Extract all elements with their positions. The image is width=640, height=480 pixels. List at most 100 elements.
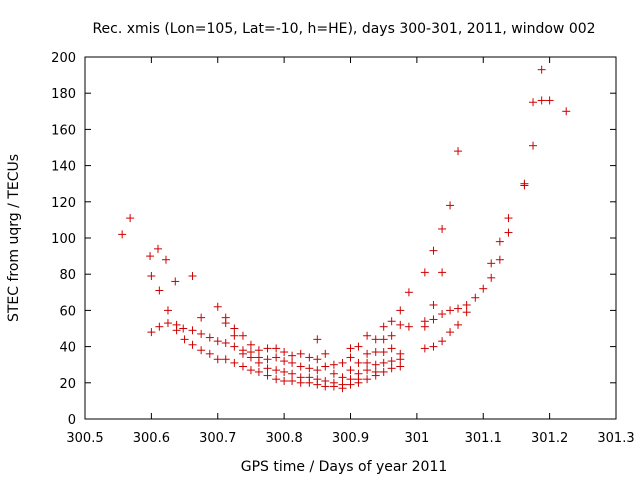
y-tick-label: 160 xyxy=(51,123,76,138)
data-point xyxy=(329,369,338,378)
data-point xyxy=(230,324,239,333)
data-point xyxy=(180,335,189,344)
y-axis-title: STEC from uqrg / TECUs xyxy=(6,154,22,322)
data-point xyxy=(280,367,289,376)
data-point xyxy=(387,364,396,373)
data-point xyxy=(118,230,127,239)
data-point xyxy=(429,342,438,351)
data-point xyxy=(147,272,156,281)
data-point xyxy=(321,362,330,371)
data-point xyxy=(213,302,222,311)
data-point xyxy=(529,98,538,107)
data-point xyxy=(188,272,197,281)
data-point xyxy=(438,268,447,277)
data-point xyxy=(313,366,322,375)
data-point xyxy=(420,322,429,331)
y-tick-label: 20 xyxy=(59,377,76,392)
data-point xyxy=(487,259,496,268)
data-point xyxy=(471,293,480,302)
data-point xyxy=(354,342,363,351)
data-point xyxy=(387,317,396,326)
data-point xyxy=(420,344,429,353)
data-point xyxy=(238,331,247,340)
data-point xyxy=(197,313,206,322)
data-point xyxy=(420,268,429,277)
data-point xyxy=(246,366,255,375)
data-point xyxy=(379,367,388,376)
x-tick-label: 301 xyxy=(404,431,429,446)
data-point xyxy=(387,344,396,353)
y-tick-label: 200 xyxy=(51,51,76,66)
data-point xyxy=(504,214,513,223)
x-axis: 300.5 300.6 300.7 300.8 300.9 301 301.1 301.2 30… xyxy=(66,57,635,446)
data-point xyxy=(197,329,206,338)
data-point xyxy=(205,333,214,342)
x-axis-title: GPS time / Days of year 2011 xyxy=(241,459,448,475)
y-axis: 0 20 40 60 80 100 120 140 160 180 200 xyxy=(51,51,616,428)
data-point xyxy=(179,324,188,333)
data-point xyxy=(462,308,471,317)
data-point xyxy=(188,340,197,349)
data-point xyxy=(438,337,447,346)
data-point xyxy=(346,380,355,389)
data-point xyxy=(155,322,164,331)
data-point xyxy=(305,364,314,373)
data-point xyxy=(313,335,322,344)
y-tick-label: 180 xyxy=(51,87,76,102)
data-point xyxy=(238,362,247,371)
data-point xyxy=(379,322,388,331)
data-point xyxy=(313,380,322,389)
data-point xyxy=(263,364,272,373)
y-tick-label: 80 xyxy=(59,268,76,283)
data-point xyxy=(305,353,314,362)
data-point xyxy=(254,346,263,355)
data-point xyxy=(363,358,372,367)
y-tick-label: 120 xyxy=(51,196,76,211)
data-point xyxy=(126,214,135,223)
x-tick-label: 301.1 xyxy=(465,431,502,446)
data-point xyxy=(429,246,438,255)
x-tick-label: 300.7 xyxy=(199,431,236,446)
data-point xyxy=(446,328,455,337)
data-point xyxy=(396,306,405,315)
data-point xyxy=(163,319,172,328)
data-point xyxy=(363,349,372,358)
data-point xyxy=(354,358,363,367)
data-point xyxy=(230,342,239,351)
data-point xyxy=(454,320,463,329)
data-point xyxy=(338,358,347,367)
data-point xyxy=(313,355,322,364)
data-point xyxy=(387,331,396,340)
data-point xyxy=(545,96,554,105)
data-point xyxy=(280,348,289,357)
data-point xyxy=(280,376,289,385)
data-point xyxy=(172,326,181,335)
data-point xyxy=(263,344,272,353)
data-point xyxy=(371,371,380,380)
data-point xyxy=(154,244,163,253)
data-point xyxy=(371,335,380,344)
chart-title: Rec. xmis (Lon=105, Lat=-10, h=HE), days… xyxy=(92,21,595,37)
data-point xyxy=(197,346,206,355)
data-point xyxy=(263,355,272,364)
data-point xyxy=(429,300,438,309)
data-point xyxy=(163,306,172,315)
data-point xyxy=(329,360,338,369)
data-point xyxy=(346,344,355,353)
data-point xyxy=(213,355,222,364)
data-point xyxy=(562,107,571,116)
y-tick-label: 40 xyxy=(59,341,76,356)
data-point xyxy=(363,331,372,340)
data-point xyxy=(221,319,230,328)
data-point xyxy=(254,358,263,367)
x-tick-label: 301.2 xyxy=(531,431,568,446)
data-point xyxy=(288,376,297,385)
data-point xyxy=(146,252,155,261)
data-point xyxy=(230,358,239,367)
data-point xyxy=(329,382,338,391)
data-point xyxy=(254,367,263,376)
data-point xyxy=(396,355,405,364)
data-point xyxy=(296,349,305,358)
data-point xyxy=(396,362,405,371)
data-point xyxy=(379,358,388,367)
